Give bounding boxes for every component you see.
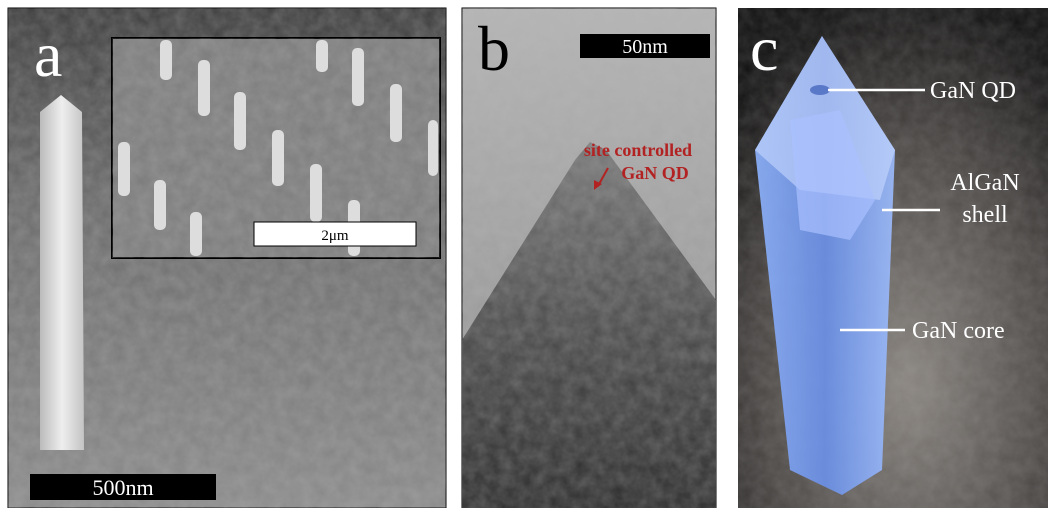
inset-scale-label: 2μm [321, 228, 349, 244]
scale-label: 500nm [92, 475, 153, 500]
annotation: AlGaN [950, 170, 1019, 196]
annotation: GaN QD [930, 78, 1016, 104]
panel-c: GaN QD AlGaN shell GaN core c [738, 8, 1048, 508]
panel-label: a [34, 19, 62, 90]
annotation: GaN core [912, 318, 1005, 344]
page: 2μm 500nm a 50nm site controlled GaN QD … [0, 0, 1048, 508]
scale-label: 50nm [622, 36, 668, 58]
annotation: GaN QD [621, 163, 689, 183]
panel-label: c [750, 13, 778, 84]
annotation: shell [962, 202, 1008, 228]
panel-a: 2μm 500nm a [8, 8, 446, 508]
panel-label: b [478, 13, 510, 84]
figure: 2μm 500nm a 50nm site controlled GaN QD … [0, 0, 1048, 508]
annotation: site controlled [584, 140, 692, 160]
panel-b: 50nm site controlled GaN QD b [462, 8, 716, 508]
